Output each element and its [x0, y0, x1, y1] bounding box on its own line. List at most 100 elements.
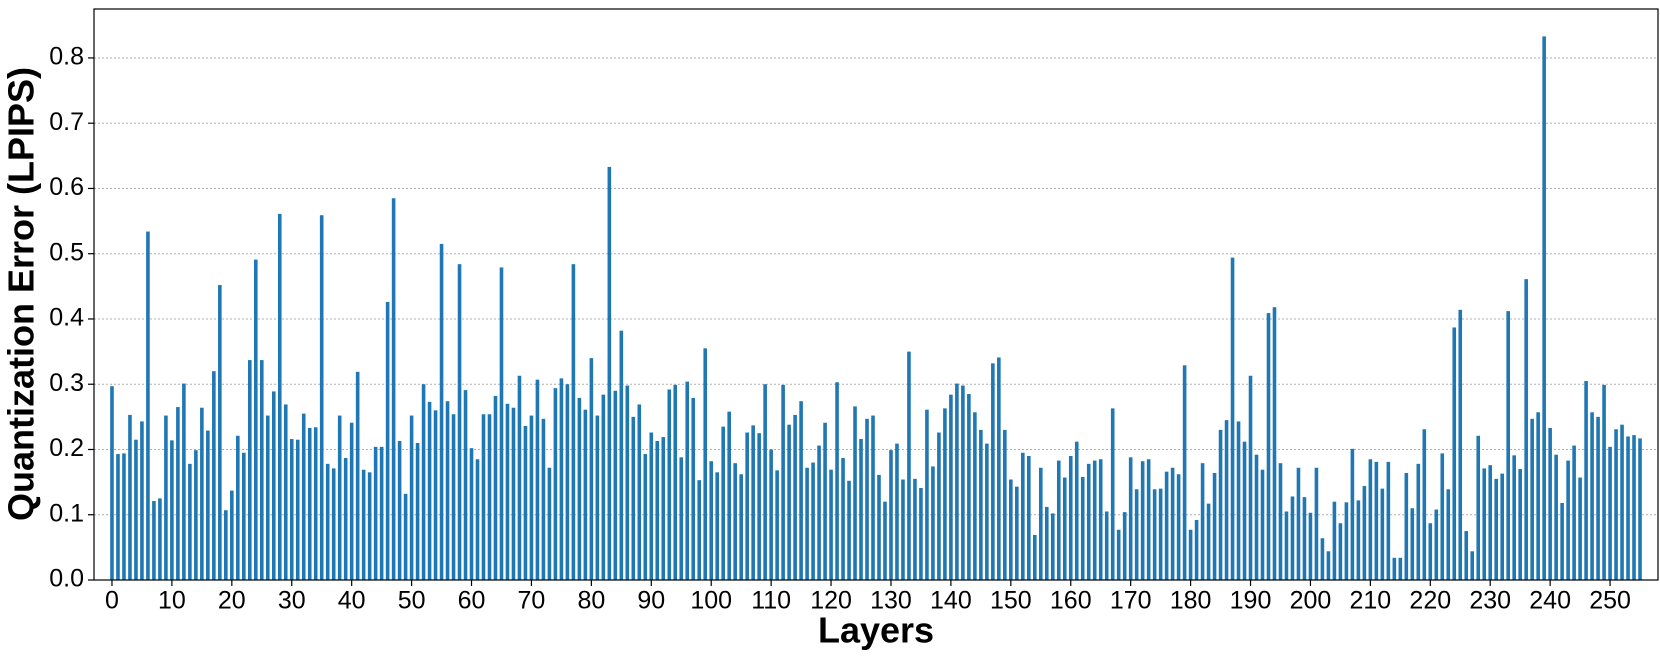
bar	[847, 480, 851, 580]
bar	[110, 386, 114, 580]
bar	[523, 425, 528, 580]
bar	[1518, 469, 1522, 580]
bar	[271, 391, 276, 580]
bar	[116, 454, 120, 580]
bar	[889, 450, 893, 580]
bar	[445, 401, 450, 580]
bar	[1266, 313, 1271, 580]
y-tick-label: 0.0	[49, 565, 84, 593]
bar	[1338, 523, 1343, 580]
plot-frame	[93, 8, 1659, 581]
bar	[697, 480, 702, 580]
x-tick-label: 130	[870, 587, 912, 615]
bar	[403, 493, 408, 580]
x-tick-label: 140	[930, 587, 972, 615]
y-tick-label: 0.5	[49, 238, 84, 266]
bar	[415, 442, 420, 580]
bar	[1452, 327, 1457, 580]
y-tick-label: 0.3	[49, 369, 84, 397]
bar	[1326, 551, 1331, 580]
bar	[319, 215, 324, 580]
bar	[781, 384, 785, 580]
bar	[1176, 474, 1181, 580]
bar	[1536, 412, 1540, 580]
bar	[1068, 456, 1073, 580]
bar	[559, 378, 564, 580]
bar	[433, 410, 438, 580]
bar	[727, 411, 731, 580]
bar	[397, 441, 402, 580]
bar	[619, 330, 624, 580]
bar	[1194, 519, 1199, 580]
x-tick-label: 250	[1589, 587, 1631, 615]
bar	[817, 445, 821, 580]
bar	[775, 470, 779, 580]
bar	[134, 439, 138, 580]
bar	[805, 467, 809, 580]
bar	[1566, 460, 1570, 580]
bar	[122, 453, 126, 580]
bar	[1074, 441, 1079, 580]
bar	[607, 166, 612, 580]
bar	[499, 267, 504, 580]
bar	[835, 382, 839, 580]
bar	[931, 466, 935, 580]
bar	[973, 412, 977, 580]
bar	[865, 418, 869, 580]
bar	[1062, 477, 1067, 580]
bar	[1512, 455, 1516, 580]
bar	[1584, 380, 1588, 580]
bar	[655, 441, 660, 580]
bar	[158, 498, 162, 580]
bar	[331, 468, 336, 580]
x-tick-label: 80	[577, 587, 605, 615]
bar	[1350, 448, 1355, 580]
bar	[313, 427, 318, 580]
bar	[242, 452, 246, 580]
bar	[128, 414, 132, 580]
x-tick-label: 190	[1230, 587, 1272, 615]
bar	[1260, 469, 1265, 580]
bar	[1296, 467, 1301, 580]
bar	[1248, 375, 1253, 580]
bar	[194, 450, 198, 580]
bar	[295, 439, 300, 580]
bar	[1140, 461, 1145, 580]
bar	[943, 408, 947, 580]
bar	[823, 422, 827, 580]
bar	[1182, 365, 1187, 580]
bar	[373, 446, 378, 580]
bar	[613, 390, 618, 580]
y-tick-label: 0.6	[49, 173, 84, 201]
bar	[367, 472, 372, 580]
bar	[1620, 424, 1624, 580]
bar	[571, 264, 576, 580]
bar	[1380, 488, 1385, 580]
bar	[829, 469, 833, 580]
bar	[1398, 557, 1403, 580]
bar	[1482, 468, 1487, 580]
x-tick-label: 160	[1050, 587, 1092, 615]
bar	[1464, 531, 1469, 580]
x-axis-label: Layers	[818, 610, 934, 651]
bar	[667, 389, 672, 580]
bar	[709, 461, 714, 580]
bar	[985, 443, 989, 580]
bar	[1506, 311, 1510, 580]
x-tick-label: 100	[690, 587, 732, 615]
bar	[1368, 459, 1373, 580]
bar	[439, 243, 444, 580]
bar	[1122, 512, 1127, 580]
x-tick-label: 150	[990, 587, 1032, 615]
bar	[679, 457, 684, 580]
bar	[883, 501, 887, 580]
bar	[691, 397, 696, 580]
bar	[1632, 435, 1636, 580]
bar	[1110, 408, 1115, 580]
bar	[283, 404, 288, 580]
bar	[469, 448, 474, 580]
bar	[643, 454, 648, 580]
bar	[1056, 460, 1061, 580]
bar	[1038, 467, 1043, 580]
